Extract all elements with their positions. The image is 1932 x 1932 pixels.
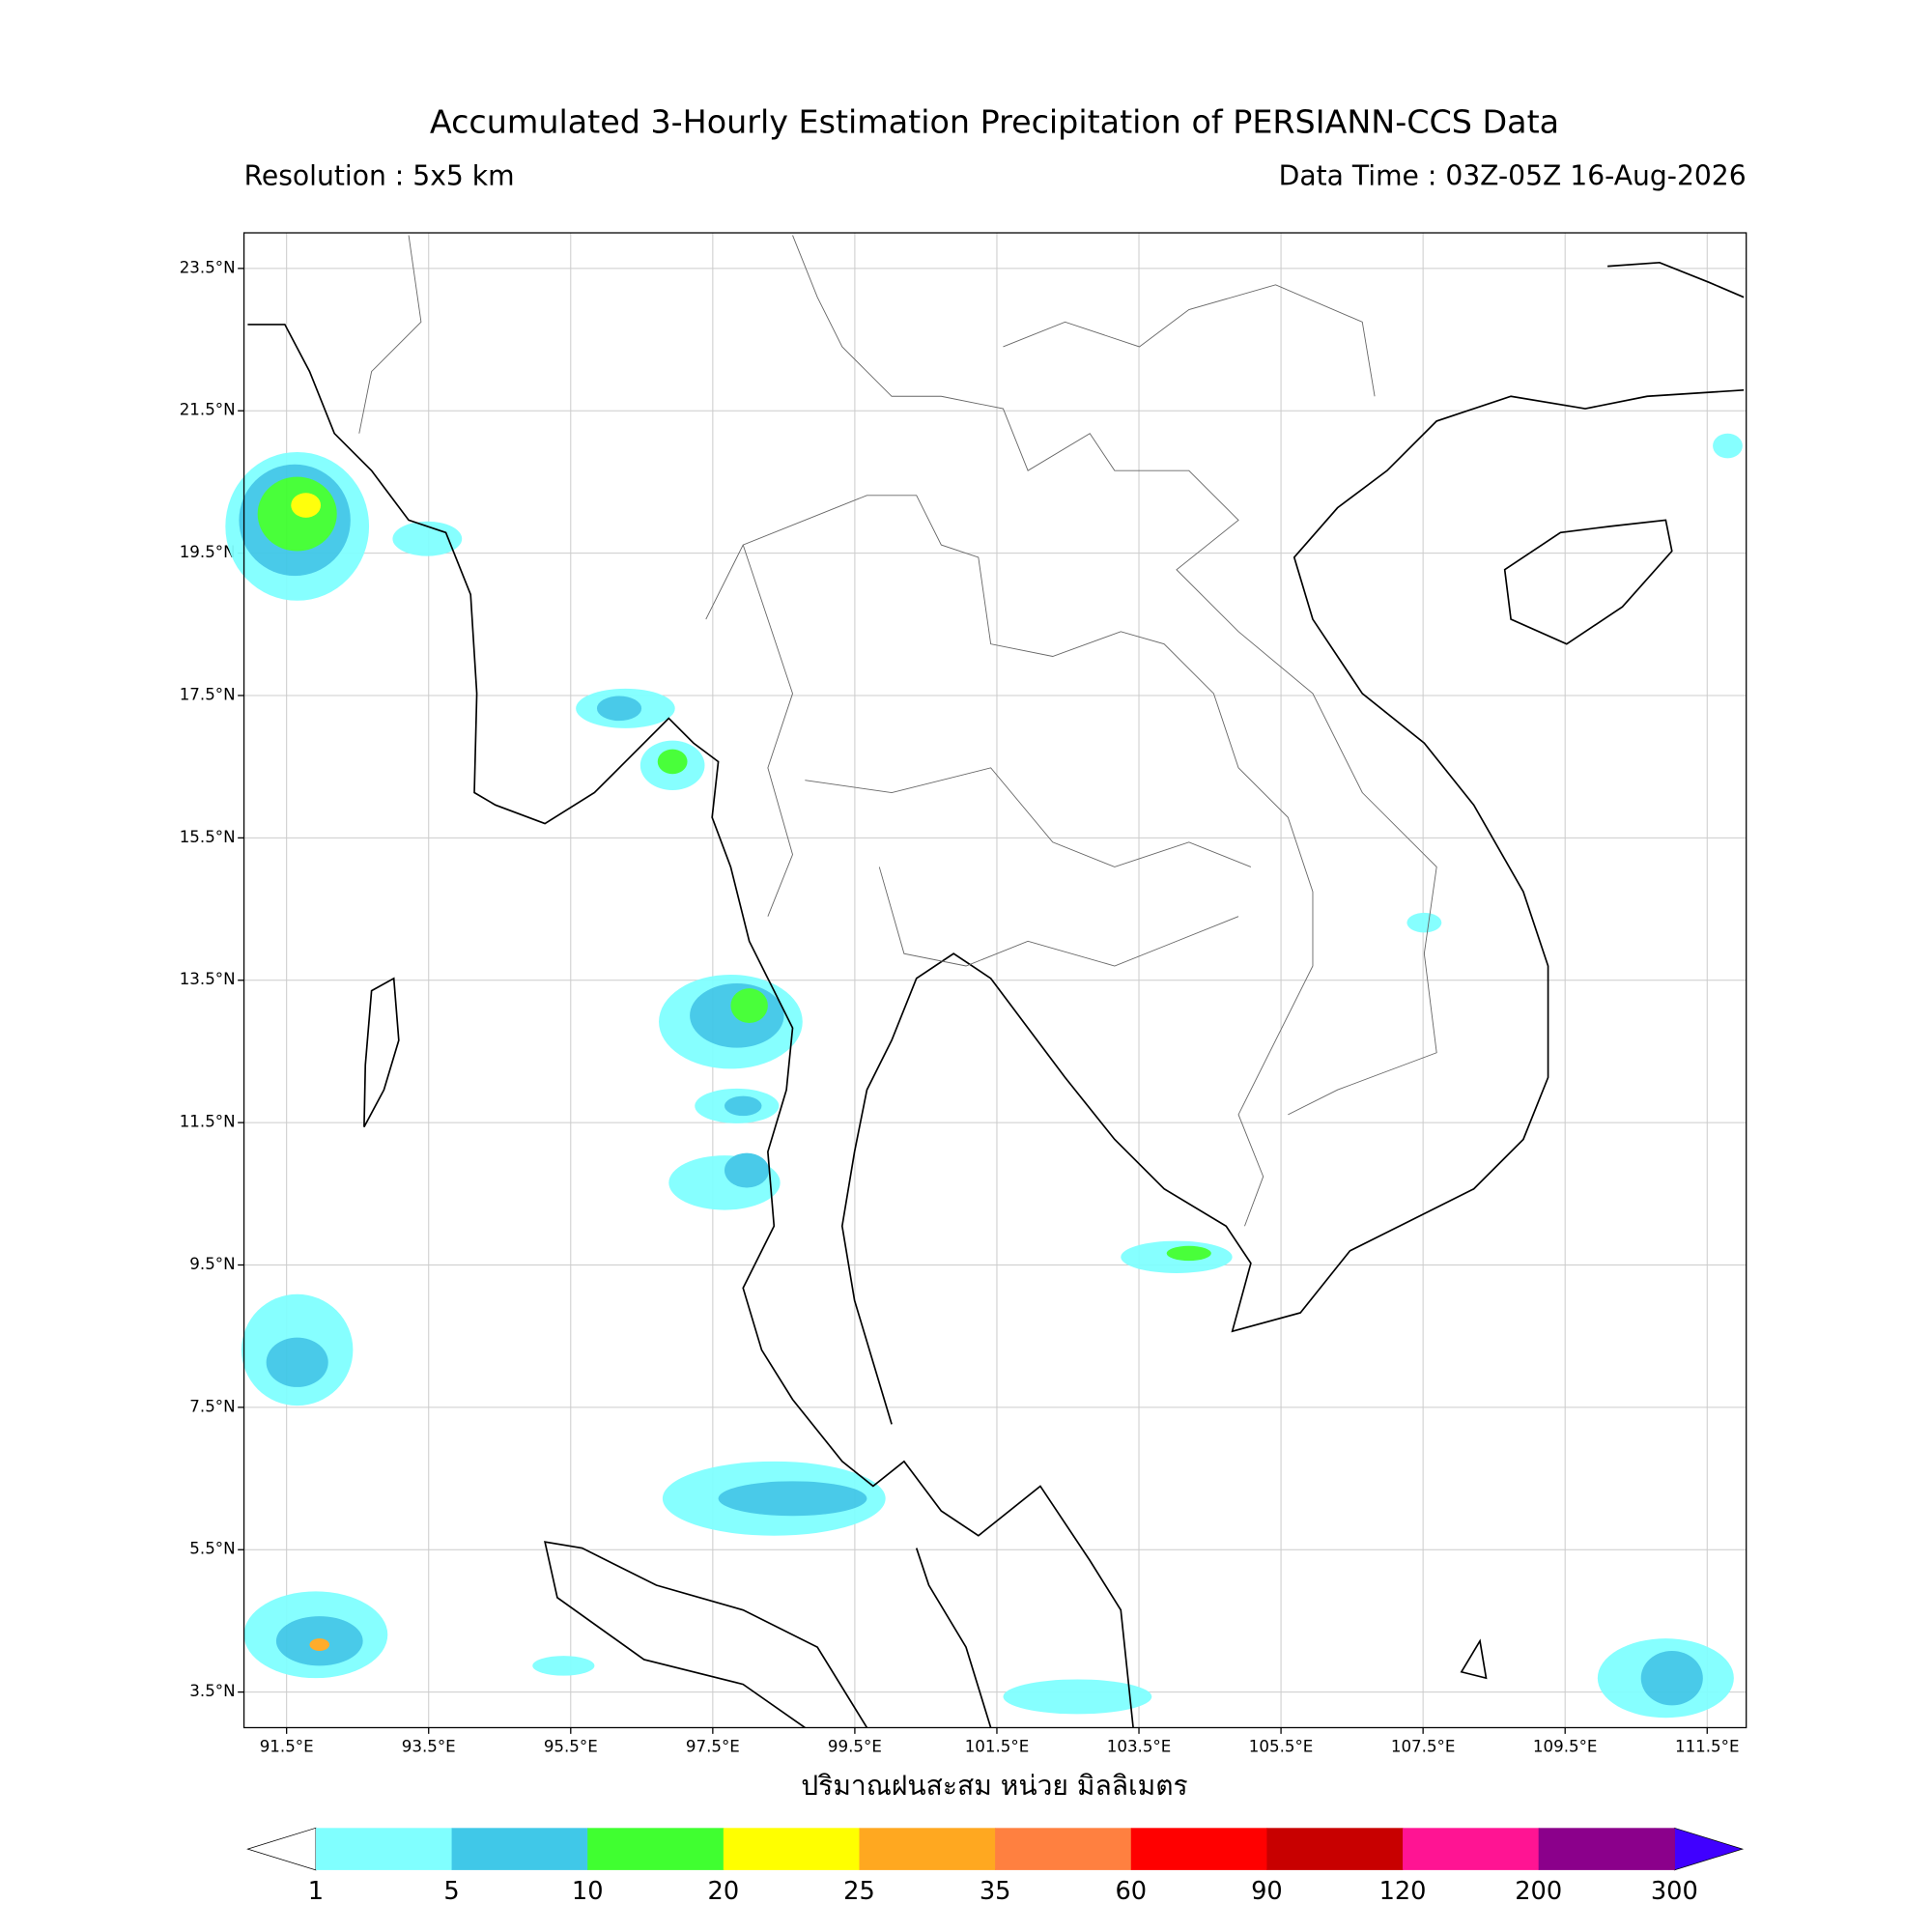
colorbar-bin	[587, 1828, 724, 1870]
colorbar-label: 60	[1115, 1877, 1147, 1906]
colorbar-over	[1673, 1827, 1745, 1871]
colorbar: 1 5 10 20 25 35 60 90 120 200 300	[246, 1827, 1745, 1906]
x-tick-label: 107.5°E	[1391, 1737, 1456, 1755]
y-tick-label: 21.5°N	[180, 401, 236, 419]
colorbar-bin	[995, 1828, 1132, 1870]
title: Accumulated 3-Hourly Estimation Precipit…	[430, 103, 1559, 141]
y-tick-label: 7.5°N	[189, 1397, 235, 1415]
colorbar-label: 90	[1251, 1877, 1283, 1906]
colorbar-label: 25	[843, 1877, 875, 1906]
x-tick-label: 93.5°E	[402, 1737, 456, 1755]
precipitation	[225, 433, 1743, 1719]
colorbar-label: 35	[980, 1877, 1011, 1906]
colorbar-label: 1	[308, 1877, 324, 1906]
x-tick-label: 95.5°E	[544, 1737, 598, 1755]
x-tick-label: 111.5°E	[1675, 1737, 1740, 1755]
colorbar-label: 5	[443, 1877, 459, 1906]
colorbar-bin	[1266, 1828, 1404, 1870]
data-time: Data Time : 03Z-05Z 16-Aug-2026	[1279, 159, 1747, 191]
y-tick-label: 9.5°N	[189, 1255, 235, 1273]
y-tick-label: 3.5°N	[189, 1682, 235, 1700]
borders	[358, 235, 1437, 1227]
grid: 91.5°E 93.5°E 95.5°E 97.5°E 99.5°E 101.5°E 103…	[180, 233, 1747, 1755]
y-tick-label: 17.5°N	[180, 685, 236, 703]
map-frame	[242, 232, 1747, 1729]
colorbar-label: 200	[1515, 1877, 1562, 1906]
x-tick-label: 99.5°E	[828, 1737, 882, 1755]
y-tick-label: 23.5°N	[180, 258, 236, 276]
colorbar-bin	[859, 1828, 996, 1870]
colorbar-label: 300	[1651, 1877, 1698, 1906]
x-tick-label: 109.5°E	[1533, 1737, 1598, 1755]
colorbar-bin	[1403, 1828, 1540, 1870]
y-tick-label: 11.5°N	[180, 1113, 236, 1131]
y-tick-label: 15.5°N	[180, 828, 236, 846]
colorbar-label: 120	[1379, 1877, 1427, 1906]
coastlines	[247, 261, 1745, 1729]
colorbar-bin	[723, 1828, 861, 1870]
x-tick-label: 91.5°E	[260, 1737, 314, 1755]
y-tick-label: 5.5°N	[189, 1540, 235, 1558]
x-tick-label: 105.5°E	[1249, 1737, 1314, 1755]
x-tick-label: 97.5°E	[686, 1737, 740, 1755]
y-tick-label: 13.5°N	[180, 970, 236, 988]
colorbar-bin	[1130, 1828, 1268, 1870]
colorbar-bin	[315, 1828, 453, 1870]
colorbar-under	[246, 1827, 317, 1871]
y-tick-label: 19.5°N	[180, 543, 236, 561]
colorbar-label: 10	[572, 1877, 604, 1906]
colorbar-bin	[451, 1828, 588, 1870]
colorbar-bin	[1538, 1828, 1675, 1870]
resolution: Resolution : 5x5 km	[244, 159, 515, 191]
x-axis-label: ปริมาณฝนสะสม หน่วย มิลลิเมตร	[801, 1770, 1187, 1802]
x-tick-label: 103.5°E	[1107, 1737, 1172, 1755]
colorbar-label: 20	[708, 1877, 740, 1906]
x-tick-label: 101.5°E	[965, 1737, 1030, 1755]
